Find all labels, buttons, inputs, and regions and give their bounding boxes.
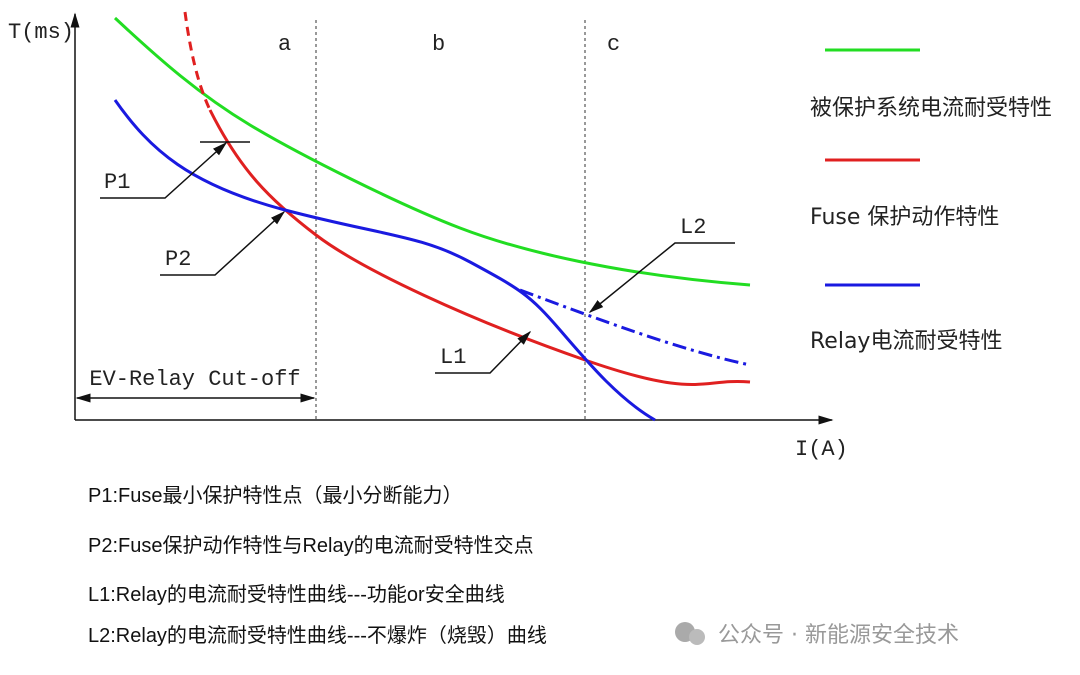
region-label: c: [607, 32, 620, 57]
relay-curve-l2: [519, 288, 751, 367]
callout-line: [435, 330, 532, 374]
note: L2:Relay的电流耐受特性曲线---不爆炸（烧毁）曲线: [88, 624, 547, 647]
watermark: 公众号 · 新能源安全技术: [718, 623, 959, 648]
x-axis-label: I(A): [795, 437, 848, 462]
callout-line: [100, 141, 228, 199]
callout-line: [160, 210, 286, 276]
callout-line: [588, 242, 735, 313]
region-label: b: [432, 32, 445, 57]
y-axis-label: T(ms): [8, 20, 74, 45]
callout-label: L2: [680, 215, 706, 240]
cutoff-label: EV-Relay Cut-off: [89, 367, 300, 392]
callout-label: P2: [165, 247, 191, 272]
note: P2:Fuse保护动作特性与Relay的电流耐受特性交点: [88, 534, 534, 557]
legend-label: Relay电流耐受特性: [810, 329, 1002, 354]
callout-label: L1: [440, 345, 466, 370]
fuse-curve: [208, 109, 751, 386]
fuse-curve-dashed: [183, 11, 212, 111]
note: P1:Fuse最小保护特性点（最小分断能力）: [88, 484, 462, 507]
legend-label: Fuse 保护动作特性: [810, 205, 999, 230]
watermark-icon: [689, 629, 705, 645]
callout-label: P1: [104, 170, 130, 195]
note: L1:Relay的电流耐受特性曲线---功能or安全曲线: [88, 583, 505, 606]
legend-label: 被保护系统电流耐受特性: [810, 96, 1052, 121]
system-curve: [113, 16, 751, 287]
relay-curve-l1: [113, 99, 656, 422]
region-label: a: [278, 32, 291, 57]
